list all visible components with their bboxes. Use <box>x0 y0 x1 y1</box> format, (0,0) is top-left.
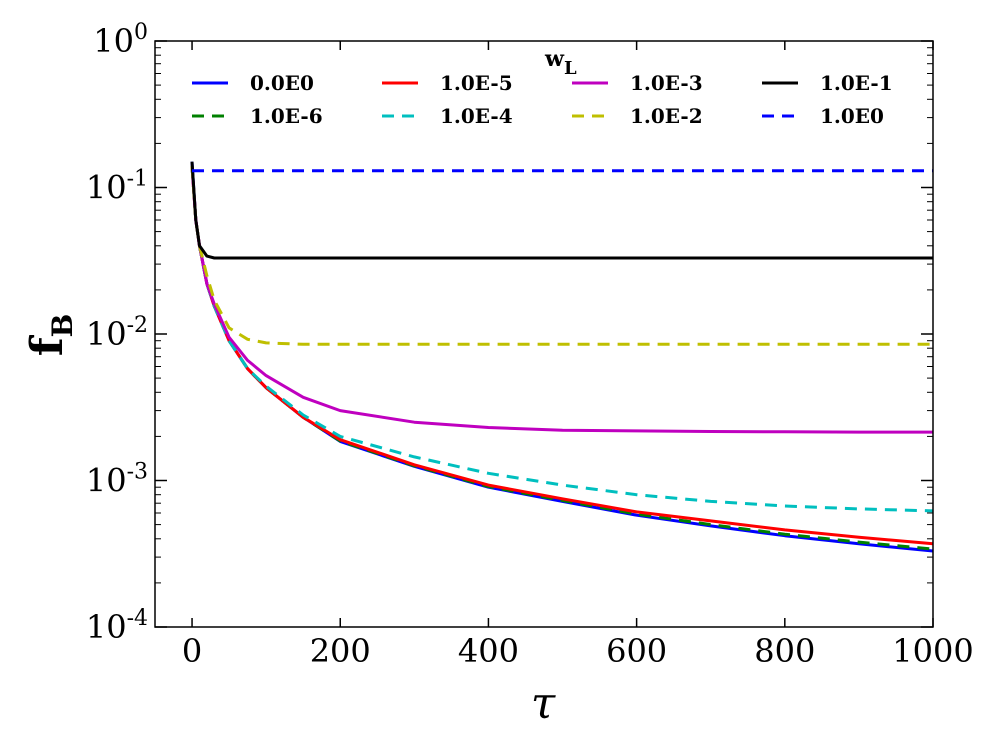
legend-label-0: 0.0E0 <box>250 71 314 95</box>
ticks-layer: 0 200 400 600 800 1000 100 10-1 10-2 10-3 10-4 <box>86 20 974 670</box>
x-tick-label: 0 <box>182 632 202 670</box>
series-line-5 <box>190 165 933 346</box>
legend: wL 0.0E0 1.0E-6 1.0E-5 1.0E-4 1.0E-3 1.0E-2 1.… <box>192 46 893 128</box>
series-line-3 <box>190 165 934 513</box>
y-tick-label: 10-4 <box>86 606 148 646</box>
legend-label-5: 1.0E-2 <box>630 104 703 128</box>
legend-label-3: 1.0E-4 <box>440 104 513 128</box>
x-tick-label: 1000 <box>892 632 973 670</box>
y-tick-label: 10-1 <box>86 167 148 207</box>
legend-label-4: 1.0E-3 <box>630 71 703 95</box>
legend-title: wL <box>544 46 577 79</box>
x-axis-title: τ <box>531 678 556 729</box>
y-tick-label: 10-2 <box>86 313 148 353</box>
svg-text:fB: fB <box>22 314 79 357</box>
series-line-6 <box>190 161 933 260</box>
legend-label-2: 1.0E-5 <box>440 71 513 95</box>
legend-items: 0.0E0 1.0E-6 1.0E-5 1.0E-4 1.0E-3 1.0E-2 1.0E-… <box>192 71 893 128</box>
x-tick-label: 400 <box>458 632 519 670</box>
legend-label-7: 1.0E0 <box>820 104 884 128</box>
y-tick-label: 100 <box>93 20 148 60</box>
legend-label-1: 1.0E-6 <box>250 104 323 128</box>
x-tick-label: 800 <box>754 632 815 670</box>
x-tick-label: 200 <box>310 632 371 670</box>
series-layer <box>190 161 934 553</box>
y-tick-label: 10-3 <box>86 460 148 500</box>
y-axis-title: fB <box>22 314 79 357</box>
x-tick-label: 600 <box>606 632 667 670</box>
series-line-4 <box>190 165 933 434</box>
legend-label-6: 1.0E-1 <box>820 71 893 95</box>
